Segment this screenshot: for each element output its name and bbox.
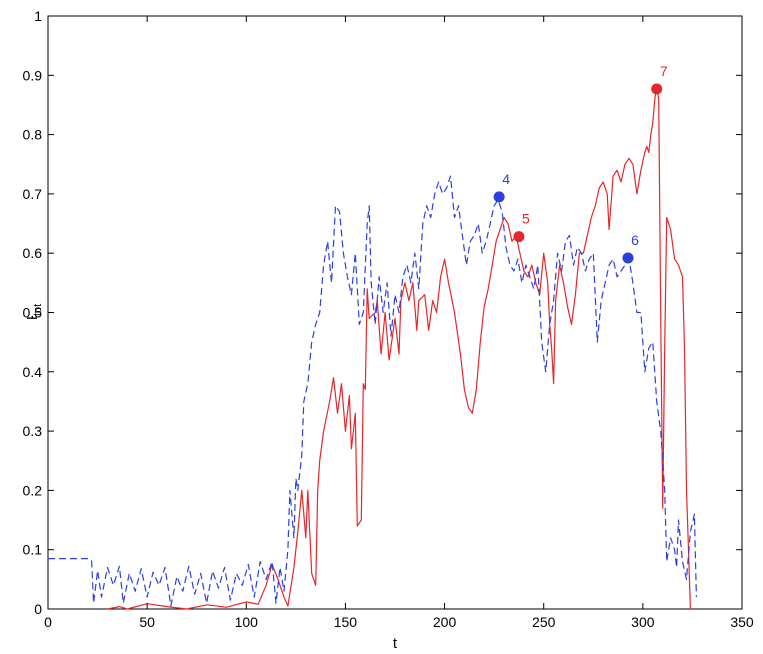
x-axis-label: t bbox=[393, 635, 398, 652]
y-axis-label-main: I bbox=[24, 316, 41, 320]
marker-label-4: 4 bbox=[502, 171, 510, 187]
x-tick-label: 50 bbox=[139, 614, 155, 630]
marker-label-5: 5 bbox=[522, 211, 530, 227]
marker-point-5 bbox=[513, 231, 525, 243]
series-group bbox=[48, 86, 697, 610]
series-line-0 bbox=[107, 86, 691, 610]
x-tick-label: 250 bbox=[532, 614, 556, 630]
marker-point-4 bbox=[493, 191, 505, 203]
x-tick-label: 0 bbox=[44, 614, 52, 630]
series-line-1 bbox=[48, 175, 697, 607]
x-axis-ticks: 0 50 100 150 200 250 300 350 bbox=[44, 16, 754, 630]
x-tick-label: 150 bbox=[334, 614, 358, 630]
y-tick-label: 0.2 bbox=[23, 482, 43, 498]
y-tick-label: 0.1 bbox=[23, 542, 43, 558]
marker-point-6 bbox=[622, 252, 634, 264]
y-axis-label: Itot bbox=[24, 304, 44, 320]
x-tick-label: 200 bbox=[433, 614, 457, 630]
x-tick-label: 350 bbox=[730, 614, 754, 630]
x-tick-label: 300 bbox=[631, 614, 655, 630]
marker-label-6: 6 bbox=[631, 232, 639, 248]
marker-group: 4 5 6 7 bbox=[493, 63, 668, 264]
y-tick-label: 0.3 bbox=[23, 423, 43, 439]
y-tick-label: 0.8 bbox=[23, 127, 43, 143]
marker-label-7: 7 bbox=[660, 63, 668, 79]
y-tick-label: 0.9 bbox=[23, 67, 43, 83]
y-tick-label: 0.6 bbox=[23, 245, 43, 261]
marker-point-7 bbox=[651, 83, 663, 95]
x-tick-label: 100 bbox=[235, 614, 259, 630]
y-tick-label: 1 bbox=[34, 8, 42, 24]
y-tick-label: 0.4 bbox=[23, 364, 43, 380]
y-tick-label: 0 bbox=[34, 601, 42, 617]
y-axis-label-sub: tot bbox=[32, 304, 44, 316]
y-tick-label: 0.5 bbox=[23, 305, 43, 321]
y-tick-label: 0.7 bbox=[23, 186, 43, 202]
y-axis-ticks: 0 0.1 0.2 0.3 0.4 0.5 0.6 0.7 0.8 0.9 1 bbox=[23, 8, 742, 617]
